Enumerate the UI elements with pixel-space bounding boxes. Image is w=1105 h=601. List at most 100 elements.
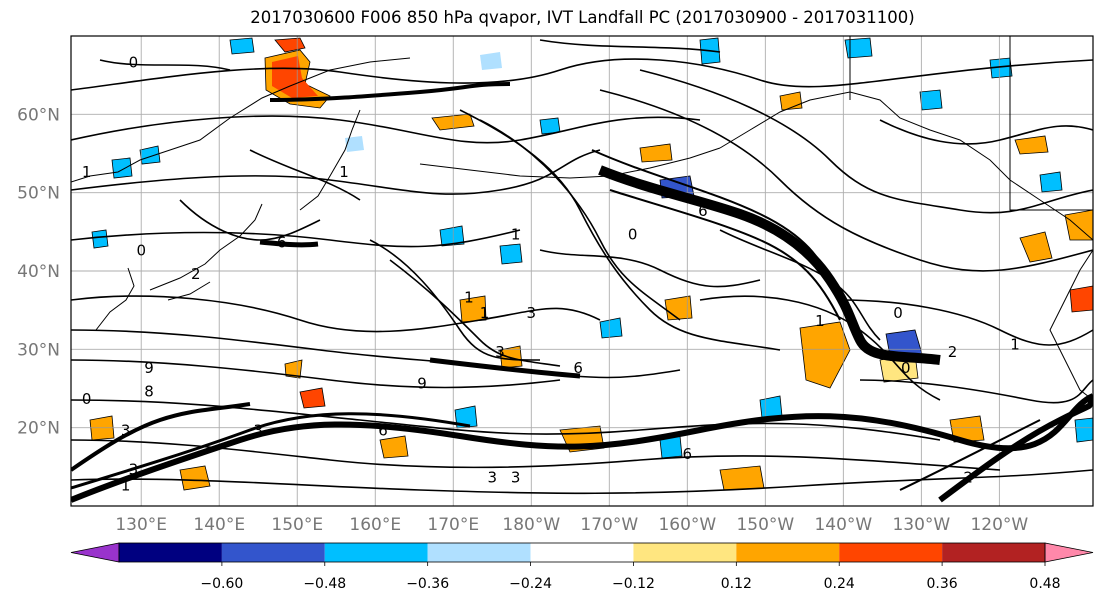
contour-value-label: 6 — [277, 234, 287, 252]
ar-band-mid — [429, 357, 581, 379]
contour-line — [539, 39, 721, 53]
contour-value-label: 6 — [683, 445, 693, 463]
contour-value-label: 0 — [901, 359, 911, 377]
latitude-label: 30°N — [17, 340, 60, 360]
negative-anomaly-patch — [345, 136, 364, 152]
contour-value-label: 6 — [698, 202, 708, 220]
longitude-label: 170°W — [580, 515, 638, 535]
positive-anomaly-patch — [1064, 209, 1093, 241]
negative-anomaly-patch — [480, 52, 502, 70]
contour-line — [479, 119, 681, 321]
contour-line — [71, 469, 1093, 495]
contour-line — [859, 379, 1093, 404]
contour-line — [179, 199, 321, 241]
map-title: 2017030600 F006 850 hPa qvapor, IVT Land… — [250, 8, 915, 27]
longitude-label: 130°E — [115, 515, 167, 535]
contour-value-label: 0 — [82, 390, 92, 408]
colorbar-bin — [119, 543, 222, 562]
contour-value-label: 2 — [191, 265, 201, 283]
contour-value-label: 3 — [527, 304, 537, 322]
contour-line — [839, 299, 1093, 346]
longitude-label: 130°W — [892, 515, 950, 535]
coastline-north-america — [1049, 249, 1093, 401]
positive-anomaly-patch — [799, 321, 851, 389]
negative-anomaly-patch — [1039, 171, 1063, 193]
negative-anomaly-patch — [599, 317, 623, 339]
longitude-label: 160°E — [349, 515, 401, 535]
latitude-label: 60°N — [17, 105, 60, 125]
contour-line — [71, 399, 941, 441]
coastline-alaska — [719, 91, 1093, 241]
coastline-aleutians — [419, 147, 721, 179]
negative-anomaly-patch — [759, 395, 783, 419]
latitude-label: 20°N — [17, 419, 60, 439]
latitude-labels: 60°N 50°N 40°N 30°N 20°N — [17, 105, 60, 438]
positive-anomaly-patch — [719, 465, 765, 491]
contour-value-label: 2 — [948, 343, 958, 361]
positive-anomaly-patch — [1014, 135, 1049, 155]
contour-value-label: 9 — [144, 359, 154, 377]
contour-line — [71, 359, 561, 389]
colorbar-bin — [427, 543, 531, 562]
contour-line — [71, 115, 701, 144]
longitude-label: 140°W — [814, 515, 872, 535]
coastline-asia — [71, 57, 411, 183]
colorbar-extend-low — [70, 542, 120, 563]
negative-anomaly-patch — [229, 37, 255, 55]
ar-band-east-edge — [899, 419, 1041, 491]
ar-band-west-dense — [71, 402, 251, 472]
negative-anomaly-patch — [989, 57, 1013, 79]
contour-value-label: 3 — [129, 461, 139, 479]
contour-value-label: 2 — [963, 469, 973, 487]
positive-anomaly-patch — [272, 56, 318, 98]
positive-anomaly-patch — [179, 465, 211, 491]
colorbar-bin — [942, 543, 1045, 562]
contour-line — [639, 69, 1093, 214]
ar-band-main — [598, 165, 941, 365]
coastline-kamchatka — [299, 109, 361, 211]
latitude-label: 50°N — [17, 184, 60, 204]
contour-value-label: 1 — [480, 304, 490, 322]
atmospheric-river-bands — [71, 82, 1093, 503]
negative-anomaly-patch — [1074, 417, 1093, 443]
negative-anomaly-patch — [91, 229, 109, 249]
positive-anomaly-patch — [639, 143, 673, 163]
negative-anomaly-patch — [844, 37, 873, 59]
contour-value-label: 1 — [82, 163, 92, 181]
positive-anomaly-patch — [664, 295, 693, 321]
colorbar-tick-label: −0.48 — [303, 576, 346, 592]
negative-anomaly-patch — [499, 243, 523, 265]
contour-value-label: 6 — [573, 359, 583, 377]
contour-value-label: 9 — [417, 375, 427, 393]
colorbar-bin — [633, 543, 737, 562]
colorbar: −0.60 −0.48 −0.36 −0.24 −0.12 0.12 0.24 0.36 0.4… — [70, 542, 1094, 592]
contour-line — [879, 119, 1093, 145]
map-frame — [70, 35, 1094, 507]
longitude-label: 120°W — [970, 515, 1028, 535]
contour-line — [249, 149, 361, 201]
positive-anomaly-patch — [284, 359, 303, 379]
positive-anomaly-patch — [949, 415, 985, 443]
contour-value-label: 3 — [488, 469, 498, 487]
colorbar-tick-label: 0.24 — [824, 576, 855, 592]
contour-line — [71, 229, 521, 248]
colorbar-tick-label: 0.36 — [927, 576, 958, 592]
contour-value-label: 0 — [893, 304, 903, 322]
state-border — [849, 36, 1093, 211]
contour-line — [71, 149, 601, 195]
positive-anomaly-patch — [1019, 231, 1053, 263]
colorbar-bin — [324, 543, 428, 562]
colorbar-tick-label: −0.12 — [612, 576, 655, 592]
contour-value-label: 6 — [378, 422, 388, 440]
colorbar-extend-high — [1044, 542, 1094, 563]
ar-band-kuril — [259, 239, 319, 248]
contour-value-label: 1 — [339, 163, 349, 181]
colorbar-tick-label: −0.36 — [406, 576, 449, 592]
negative-anomaly-patch — [111, 157, 133, 179]
negative-anomaly-patch — [539, 117, 561, 135]
colorbar-outline — [118, 542, 1046, 563]
contour-line — [389, 259, 561, 367]
contour-line — [599, 89, 1093, 272]
